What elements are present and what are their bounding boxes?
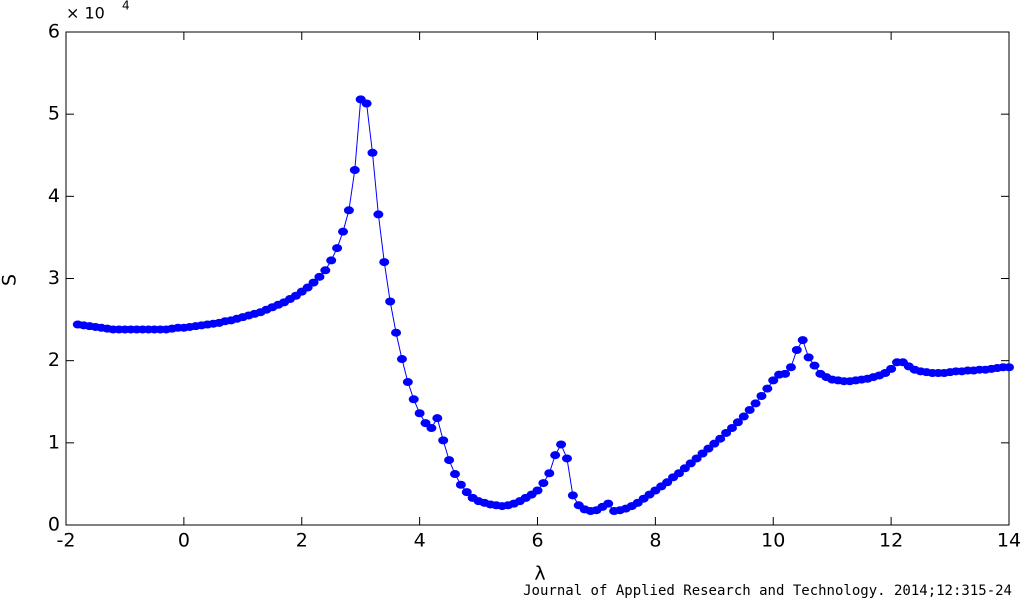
y-tick-label: 4	[48, 185, 60, 207]
y-tick-label: 1	[48, 431, 60, 453]
x-tick-label: 6	[531, 530, 543, 552]
data-point	[343, 206, 354, 215]
data-point	[385, 297, 396, 306]
data-point	[785, 363, 796, 372]
data-point	[367, 148, 378, 157]
data-point	[756, 391, 767, 400]
data-point	[738, 412, 749, 421]
y-tick-label: 0	[48, 514, 60, 536]
data-point	[780, 369, 791, 378]
data-point	[762, 384, 773, 393]
data-point	[432, 414, 443, 423]
data-point	[426, 424, 437, 433]
data-point	[455, 480, 466, 489]
data-point	[603, 499, 614, 508]
data-point	[561, 454, 572, 463]
data-point	[326, 256, 337, 265]
data-point	[1004, 363, 1014, 372]
y-tick-label: 2	[48, 349, 60, 371]
data-point	[532, 486, 543, 495]
data-point	[379, 258, 390, 267]
data-point	[408, 395, 419, 404]
x-tick-label: 0	[178, 530, 190, 552]
plot-frame	[65, 31, 1010, 526]
data-point	[726, 424, 737, 433]
source-note: Journal of Applied Research and Technolo…	[523, 583, 1012, 599]
x-tick-label: -2	[57, 530, 76, 552]
x-tick-label: 10	[761, 530, 785, 552]
data-point	[414, 409, 425, 418]
data-point	[444, 456, 455, 465]
data-point	[538, 479, 549, 488]
data-point	[544, 469, 555, 478]
data-point	[550, 451, 561, 460]
data-point	[768, 376, 779, 385]
y-multiplier-exponent: 4	[122, 0, 130, 13]
x-tick-label: 4	[414, 530, 426, 552]
data-point	[461, 488, 472, 497]
data-point	[332, 244, 343, 253]
data-point	[744, 405, 755, 414]
data-point	[391, 328, 402, 337]
data-point	[803, 353, 814, 362]
y-tick-label: 5	[48, 103, 60, 125]
data-point	[809, 361, 820, 370]
data-point	[567, 491, 578, 500]
data-point	[886, 364, 897, 373]
data-point	[373, 210, 384, 219]
series-line	[77, 98, 1009, 512]
y-tick-label: 6	[48, 21, 60, 43]
data-point	[338, 227, 349, 236]
data-point	[349, 166, 360, 175]
y-multiplier: × 10	[66, 4, 105, 23]
x-tick-label: 12	[879, 530, 903, 552]
data-point	[732, 418, 743, 427]
y-tick-label: 3	[48, 267, 60, 289]
x-axis-label: λ	[534, 563, 545, 585]
data-point	[308, 278, 319, 287]
data-point	[402, 378, 413, 387]
data-point	[396, 355, 407, 364]
data-point	[797, 336, 808, 345]
y-axis-label: S	[0, 274, 21, 286]
data-point	[791, 345, 802, 354]
data-point	[438, 436, 449, 445]
data-point	[449, 470, 460, 479]
data-point	[314, 272, 325, 281]
data-point	[361, 99, 372, 108]
data-point	[556, 440, 567, 449]
data-point	[750, 399, 761, 408]
data-point	[715, 434, 726, 443]
x-tick-label: 14	[997, 530, 1021, 552]
data-point	[320, 266, 331, 275]
x-tick-label: 2	[296, 530, 308, 552]
x-tick-label: 8	[649, 530, 661, 552]
